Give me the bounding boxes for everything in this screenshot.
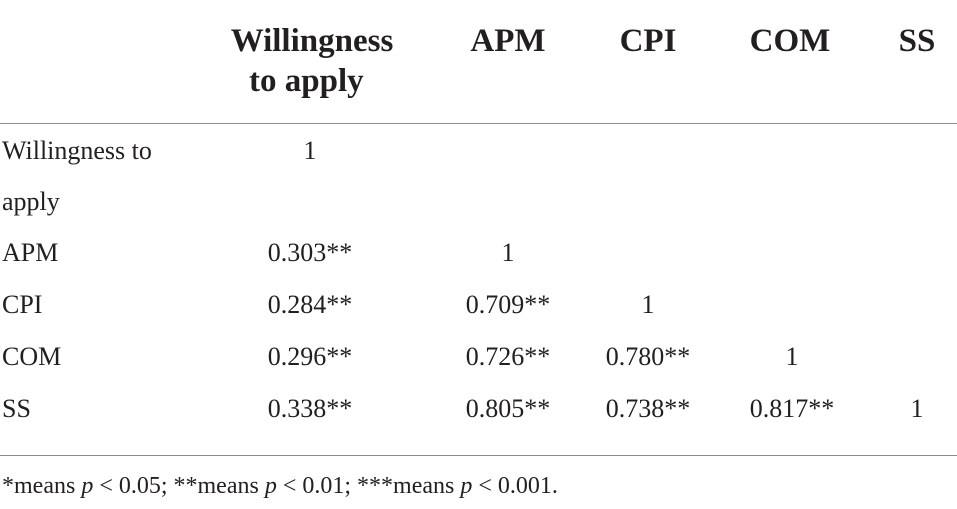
footnote-part2: < 0.05; **means	[93, 473, 265, 499]
cell-ss-apm: 0.805**	[465, 394, 551, 423]
row-label-willingness-line1: Willingness to	[2, 136, 152, 165]
header-willingness-line1: Willingness	[230, 23, 394, 59]
cell-ss-ss: 1	[910, 394, 924, 423]
footnote-p1: p	[81, 473, 94, 499]
footnote-part1: *means	[2, 473, 82, 499]
cell-com-cpi: 0.780**	[605, 342, 691, 371]
row-label-apm: APM	[2, 238, 59, 267]
row-label-com: COM	[2, 342, 62, 371]
header-apm: APM	[470, 23, 546, 59]
footnote-part3: < 0.01; ***means	[276, 473, 461, 499]
header-willingness-line2: to apply	[249, 63, 364, 99]
cell-willingness-willingness: 1	[303, 136, 317, 165]
table-footnote: *means p < 0.05; **means p < 0.01; ***me…	[2, 472, 558, 500]
row-label-willingness-line2: apply	[2, 187, 60, 216]
cell-ss-cpi: 0.738**	[605, 394, 691, 423]
cell-apm-apm: 1	[501, 238, 515, 267]
cell-apm-willingness: 0.303**	[267, 238, 353, 267]
footnote-p3: p	[460, 473, 473, 499]
cell-ss-willingness: 0.338**	[267, 394, 353, 423]
cell-cpi-willingness: 0.284**	[267, 290, 353, 319]
cell-com-willingness: 0.296**	[267, 342, 353, 371]
header-ss: SS	[898, 23, 936, 59]
header-willingness-to-apply: Willingness to apply	[212, 21, 412, 101]
row-label-cpi: CPI	[2, 290, 43, 319]
cell-ss-com: 0.817**	[749, 394, 835, 423]
header-com: COM	[749, 23, 831, 59]
bottom-rule	[0, 455, 957, 456]
footnote-p2: p	[264, 473, 277, 499]
cell-com-apm: 0.726**	[465, 342, 551, 371]
header-cpi: CPI	[619, 23, 677, 59]
cell-com-com: 1	[785, 342, 799, 371]
cell-cpi-cpi: 1	[641, 290, 655, 319]
footnote-part4: < 0.001.	[472, 473, 558, 499]
row-label-ss: SS	[2, 394, 31, 423]
cell-cpi-apm: 0.709**	[465, 290, 551, 319]
header-rule	[0, 123, 957, 124]
